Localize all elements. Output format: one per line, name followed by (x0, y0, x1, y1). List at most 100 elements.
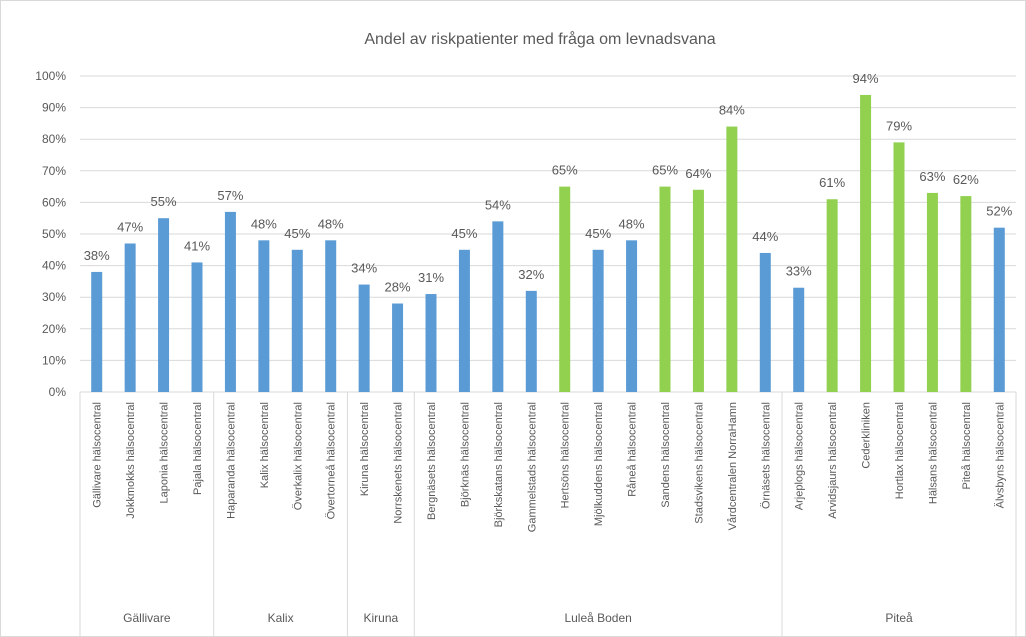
data-label: 47% (117, 219, 143, 234)
data-label: 34% (351, 261, 377, 276)
bar (124, 243, 136, 392)
y-tick-label: 90% (42, 101, 66, 115)
bar (692, 189, 704, 392)
data-label: 45% (284, 226, 310, 241)
x-tick-label: Bergnäsets hälsocentral (426, 402, 438, 520)
group-label: Kiruna (364, 611, 399, 625)
y-tick-label: 60% (42, 195, 66, 209)
x-tick-label: Kiruna hälsocentral (359, 402, 371, 496)
x-tick-label: Mjölkuddens hälsocentral (593, 402, 605, 526)
x-tick-label: Arjeplogs hälsocentral (794, 402, 806, 510)
y-tick-label: 0% (49, 385, 67, 399)
x-tick-label: Gammelstads hälsocentral (526, 402, 538, 532)
data-label: 55% (151, 194, 177, 209)
data-label: 48% (619, 216, 645, 231)
bar (325, 240, 337, 392)
data-label: 48% (318, 216, 344, 231)
data-label: 41% (184, 238, 210, 253)
y-tick-label: 20% (42, 322, 66, 336)
bar (826, 199, 838, 392)
bar (291, 249, 303, 392)
x-tick-label: Sandens hälsocentral (660, 402, 672, 508)
bar (993, 227, 1005, 392)
y-tick-label: 30% (42, 290, 66, 304)
data-label: 65% (652, 163, 678, 178)
x-tick-label: Cederkliniken (861, 402, 873, 469)
x-tick-label: Pajala hälsocentral (192, 402, 204, 495)
x-tick-label: Övertorneå hälsocentral (326, 402, 338, 519)
bar (492, 221, 504, 392)
data-label: 31% (418, 270, 444, 285)
x-tick-label: Stadsvikens hälsocentral (693, 402, 705, 524)
bar (425, 294, 437, 392)
data-label: 65% (552, 163, 578, 178)
x-tick-label: Laponia hälsocentral (159, 402, 171, 504)
bar (458, 249, 470, 392)
bar (559, 186, 571, 392)
bar (960, 196, 972, 392)
data-label: 62% (953, 172, 979, 187)
bar (258, 240, 270, 392)
y-tick-label: 50% (42, 227, 66, 241)
x-tick-label: Arvidsjaurs hälsocentral (827, 402, 839, 519)
data-label: 94% (853, 71, 879, 86)
data-label: 64% (685, 166, 711, 181)
data-label: 63% (919, 169, 945, 184)
chart-title: Andel av riskpatienter med fråga om levn… (364, 30, 715, 48)
data-label: 57% (217, 188, 243, 203)
x-tick-label: Råneå hälsocentral (627, 402, 639, 497)
bar (392, 303, 404, 392)
group-label: Gällivare (123, 611, 171, 625)
data-label: 33% (786, 264, 812, 279)
bar (224, 211, 236, 392)
x-tick-label: Älvsbyns hälsocentral (994, 402, 1006, 508)
bar (91, 271, 103, 392)
x-tick-label: Hertsöns hälsocentral (560, 402, 572, 508)
x-tick-label: Kalix hälsocentral (259, 402, 271, 488)
y-tick-label: 70% (42, 164, 66, 178)
x-tick-label: Hortlax hälsocentral (894, 402, 906, 499)
bar (525, 290, 537, 392)
bar (592, 249, 604, 392)
x-tick-label: Överkalix hälsocentral (292, 402, 304, 510)
data-label: 28% (385, 280, 411, 295)
x-tick-label: Gällivare hälsocentral (92, 402, 104, 508)
data-label: 52% (986, 204, 1012, 219)
x-tick-label: Björknäs hälsocentral (459, 402, 471, 507)
data-label: 54% (485, 197, 511, 212)
bar (759, 252, 771, 392)
bar (358, 284, 370, 392)
bar (893, 142, 905, 392)
y-tick-label: 80% (42, 132, 66, 146)
x-tick-label: Vårdcentralen NorraHamn (727, 402, 739, 530)
bar (626, 240, 638, 392)
data-label: 44% (752, 229, 778, 244)
y-tick-label: 10% (42, 353, 66, 367)
bar (860, 94, 872, 393)
x-tick-label: Örnäsets hälsocentral (760, 402, 772, 509)
bar (191, 262, 203, 392)
data-label: 45% (451, 226, 477, 241)
x-tick-label: Björkskatans hälsocentral (493, 402, 505, 527)
x-tick-label: Haparanda hälsocentral (225, 402, 237, 519)
data-label: 84% (719, 103, 745, 118)
group-label: Piteå (885, 611, 913, 625)
data-label: 61% (819, 175, 845, 190)
y-tick-label: 40% (42, 259, 66, 273)
data-label: 79% (886, 118, 912, 133)
x-tick-label: Hälsans hälsocentral (927, 402, 939, 504)
group-label: Luleå Boden (564, 611, 631, 625)
data-label: 45% (585, 226, 611, 241)
x-tick-label: Norrskenets hälsocentral (393, 402, 405, 524)
group-label: Kalix (268, 611, 294, 625)
bar (158, 218, 170, 392)
x-tick-label: Jokkmokks hälsocentral (125, 402, 137, 519)
bar (726, 126, 738, 392)
x-tick-label: Piteå hälsocentral (961, 402, 973, 489)
bar (659, 186, 671, 392)
y-tick-label: 100% (35, 69, 66, 83)
bar (793, 287, 805, 392)
data-label: 32% (518, 267, 544, 282)
bar (926, 192, 938, 392)
